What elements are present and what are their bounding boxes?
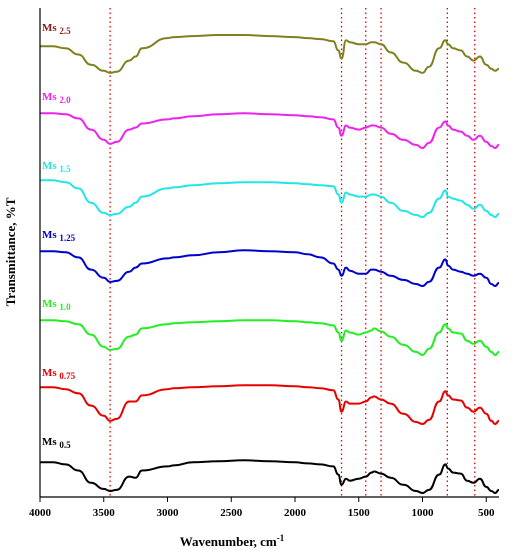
reference-lines [109,8,476,497]
x-tick-label: 3500 [93,507,116,519]
series-line [39,179,500,219]
x-tick-label: 3000 [157,507,180,519]
x-tick-label: 1000 [412,507,435,519]
series-group [39,34,500,495]
series-line [39,319,500,357]
series-labels: Ms 0.5 Ms 0.75 Ms 1.0 Ms 1.25 Ms 1.5 Ms 2.0 Ms… [42,22,76,450]
series-label: Ms 0.5 [42,436,71,450]
x-tick-label: 4000 [29,507,52,519]
x-tick-label: 2500 [220,507,243,519]
series-line [40,112,500,150]
x-axis-title-superscript: -1 [277,533,285,543]
x-tick-label: 1500 [348,507,371,519]
x-tick-label: 500 [478,507,495,519]
series-label: Ms 2.5 [42,22,71,36]
series-line [40,459,500,495]
x-ticks: 4000 3500 3000 2500 2000 1500 1000 500 [29,497,495,519]
series-line [39,249,500,288]
series-label: Ms 1.5 [42,160,71,174]
series-label: Ms 2.0 [42,91,71,105]
series-label: Ms 0.75 [42,367,76,381]
series-line [40,34,500,74]
x-axis-title: Wavenumber, cm-1 [180,533,285,549]
series-label: Ms 1.25 [42,229,76,243]
x-tick-label: 2000 [284,507,307,519]
y-axis-title: Transmittance, %T [3,197,18,306]
series-label: Ms 1.0 [42,298,71,312]
series-line [40,384,500,426]
